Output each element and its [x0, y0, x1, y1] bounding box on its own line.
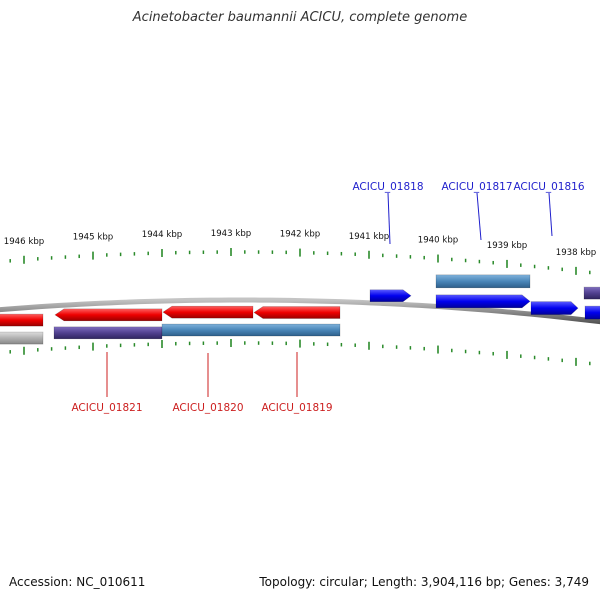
cds-forward-arrow	[530, 301, 579, 315]
reverse-gene-label: ACICU_01820	[172, 402, 243, 414]
kbp-tick-label: 1946 kbp	[4, 237, 45, 247]
gene-feature-bar	[583, 286, 600, 300]
forward-gene-label: ACICU_01816	[513, 181, 584, 193]
gene-feature-bar	[161, 323, 341, 337]
map-title: Acinetobacter baumannii ACICU, complete …	[132, 10, 468, 25]
kbp-tick-label: 1944 kbp	[142, 230, 183, 240]
cds-reverse-arrow	[162, 305, 254, 319]
topology-summary: Topology: circular; Length: 3,904,116 bp…	[259, 575, 589, 589]
gene-label-leader	[476, 192, 482, 241]
inner-tick-row	[9, 339, 591, 366]
cds-reverse-arrow	[0, 313, 44, 327]
kbp-tick-label: 1943 kbp	[211, 229, 252, 239]
cds-reverse-arrow	[54, 308, 163, 322]
cds-reverse-arrow	[253, 306, 341, 319]
kbp-tick-label: 1940 kbp	[418, 236, 459, 246]
cds-forward-arrow	[584, 305, 600, 320]
gene-label-leader	[387, 192, 391, 245]
cds-forward-arrow	[369, 289, 412, 303]
reverse-gene-label: ACICU_01821	[71, 402, 142, 414]
kbp-tick-label: 1941 kbp	[349, 232, 390, 242]
gene-feature-bar	[0, 331, 44, 345]
gene-feature-bar	[53, 326, 163, 340]
forward-gene-label: ACICU_01818	[352, 181, 423, 193]
sequence-backbone	[0, 297, 600, 325]
kbp-tick-label: 1939 kbp	[487, 241, 528, 251]
kbp-tick-label: 1942 kbp	[280, 230, 321, 240]
gene-label-leader	[548, 192, 553, 237]
outer-tick-row	[9, 248, 591, 275]
accession-label: Accession: NC_010611	[9, 575, 146, 589]
cds-forward-arrow	[435, 294, 531, 309]
gene-feature-bar	[435, 274, 531, 289]
kbp-tick-label: 1938 kbp	[556, 248, 597, 258]
reverse-gene-label: ACICU_01819	[261, 402, 332, 414]
forward-gene-label: ACICU_01817	[441, 181, 512, 193]
kbp-tick-label: 1945 kbp	[73, 233, 114, 243]
